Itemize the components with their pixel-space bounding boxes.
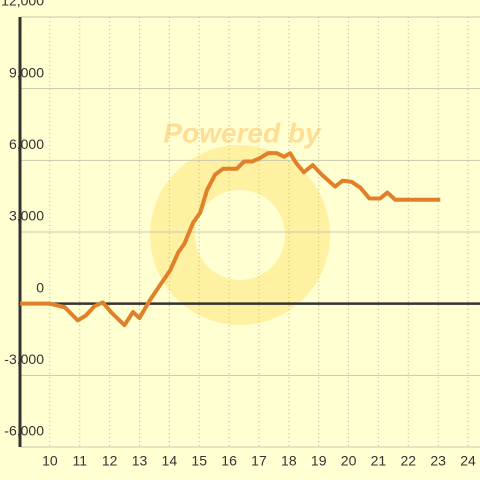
y-tick-label: 12,000	[1, 0, 44, 9]
y-tick-label: -6,000	[4, 423, 44, 439]
x-tick-label: 12	[102, 453, 118, 469]
x-tick-label: 20	[341, 453, 357, 469]
x-tick-label: 19	[311, 453, 327, 469]
x-tick-label: 11	[72, 453, 87, 469]
x-tick-label: 13	[132, 453, 148, 469]
x-tick-label: 22	[401, 453, 417, 469]
x-tick-label: 24	[460, 453, 476, 469]
x-tick-label: 10	[42, 453, 58, 469]
x-tick-label: 21	[371, 453, 387, 469]
x-tick-label: 16	[221, 453, 237, 469]
x-tick-label: 23	[430, 453, 446, 469]
x-tick-label: 18	[281, 453, 297, 469]
x-tick-label: 14	[162, 453, 178, 469]
y-tick-label: 3,000	[9, 208, 44, 224]
x-tick-label: 15	[191, 453, 207, 469]
line	[20, 151, 441, 328]
x-tick-label: 17	[251, 453, 267, 469]
watermark-logo	[150, 145, 330, 325]
y-tick-label: -3,000	[4, 351, 44, 367]
y-tick-label: 0	[36, 279, 44, 295]
y-tick-label: 6,000	[9, 136, 44, 152]
y-tick-label: 9,000	[9, 64, 44, 80]
watermark: Powered by	[163, 117, 322, 148]
